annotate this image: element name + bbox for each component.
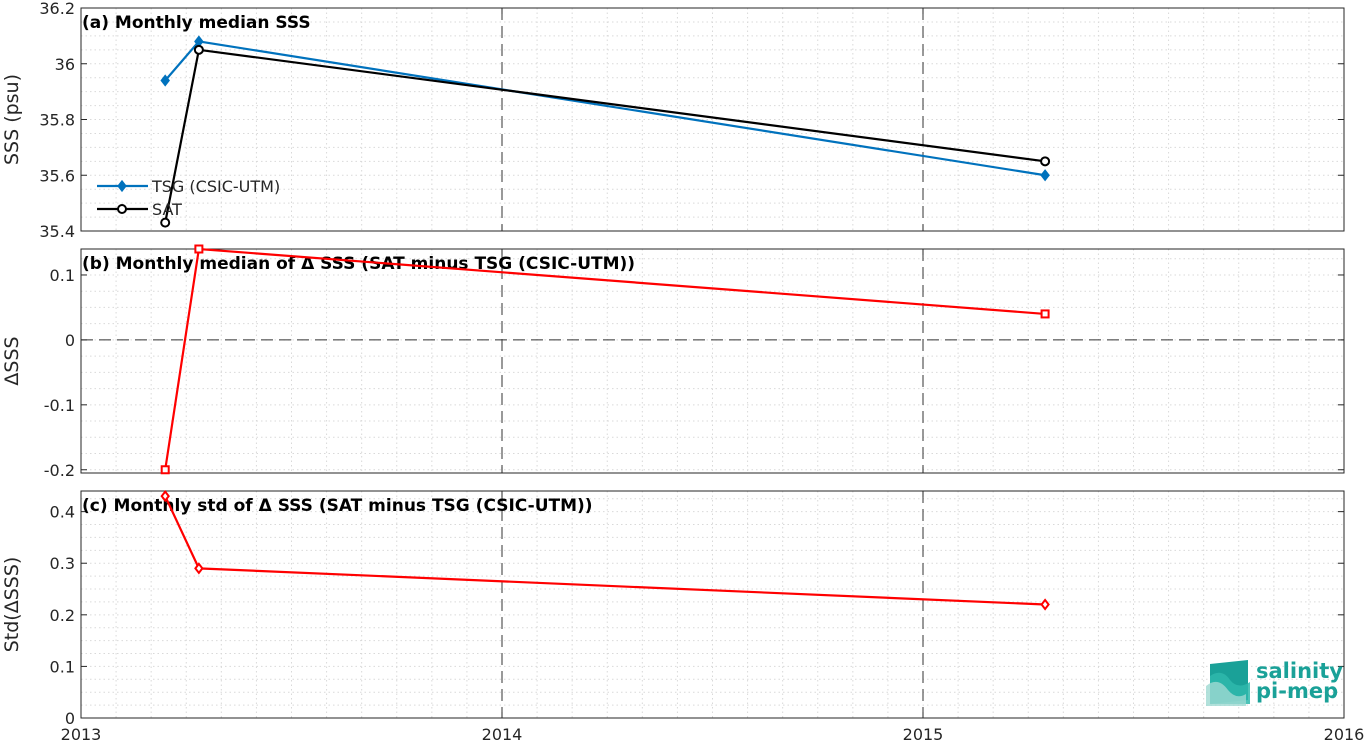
y-tick-label: 35.6 [39, 166, 75, 185]
legend-label: TSG (CSIC-UTM) [151, 177, 280, 196]
y-tick-label: 0.1 [50, 657, 75, 676]
x-tick-label: 2014 [482, 725, 523, 744]
data-point [160, 217, 171, 228]
panel-title: (b) Monthly median of Δ SSS (SAT minus T… [82, 254, 635, 274]
y-axis-label: ΔSSS [1, 336, 23, 385]
y-tick-label: 35.4 [39, 222, 75, 241]
panel-a: 35.4 35.6 35.8 36 36.2 SSS (psu) (a) Monthly m… [1, 0, 1345, 241]
y-tick-label: 0 [65, 331, 75, 350]
legend-marker [117, 204, 127, 214]
y-axis-label: Std(ΔSSS) [1, 557, 23, 653]
legend-marker [117, 179, 127, 193]
axes-box [80, 490, 1345, 719]
data-point [193, 44, 204, 55]
y-tick-label: -0.2 [44, 461, 75, 480]
logo-line1: salinity [1256, 659, 1343, 683]
legend-label: SAT [152, 200, 182, 219]
panel-c: 0 0.1 0.2 0.3 0.4 2013 2014 2015 2016 Std(ΔSSS) (c… [1, 490, 1365, 744]
data-point [160, 490, 170, 503]
legend: TSG (CSIC-UTM) SAT [97, 177, 280, 219]
x-tick-label: 2015 [903, 725, 944, 744]
axes-box [80, 248, 1345, 474]
data-point [1040, 156, 1051, 167]
y-tick-label: 0.4 [50, 503, 75, 522]
logo-line2: pi-mep [1256, 679, 1338, 703]
salinity-pi-mep-logo: salinity pi-mep [1206, 659, 1343, 706]
y-tick-label: 36.2 [39, 0, 75, 18]
panel-title: (c) Monthly std of Δ SSS (SAT minus TSG … [82, 496, 593, 516]
y-tick-label: 0 [65, 709, 75, 728]
panel-b: -0.2 -0.1 0 0.1 ΔSSS (b) Monthly median of Δ … [1, 244, 1345, 480]
y-tick-label: 36 [55, 55, 75, 74]
y-tick-label: 0.2 [50, 606, 75, 625]
y-tick-label: 35.8 [39, 111, 75, 130]
data-point [194, 244, 204, 254]
y-tick-label: 0.1 [50, 266, 75, 285]
data-point [160, 465, 170, 475]
y-axis-label: SSS (psu) [1, 74, 23, 165]
data-point [194, 562, 204, 575]
x-tick-label: 2016 [1324, 725, 1365, 744]
data-point [1040, 169, 1050, 182]
x-tick-label: 2013 [61, 725, 102, 744]
data-point [1040, 598, 1050, 611]
y-tick-label: 0.3 [50, 554, 75, 573]
logo-wave-icon [1206, 660, 1250, 706]
panel-title: (a) Monthly median SSS [82, 13, 311, 33]
data-point [160, 74, 170, 87]
data-point [1040, 309, 1050, 319]
y-tick-label: -0.1 [44, 396, 75, 415]
